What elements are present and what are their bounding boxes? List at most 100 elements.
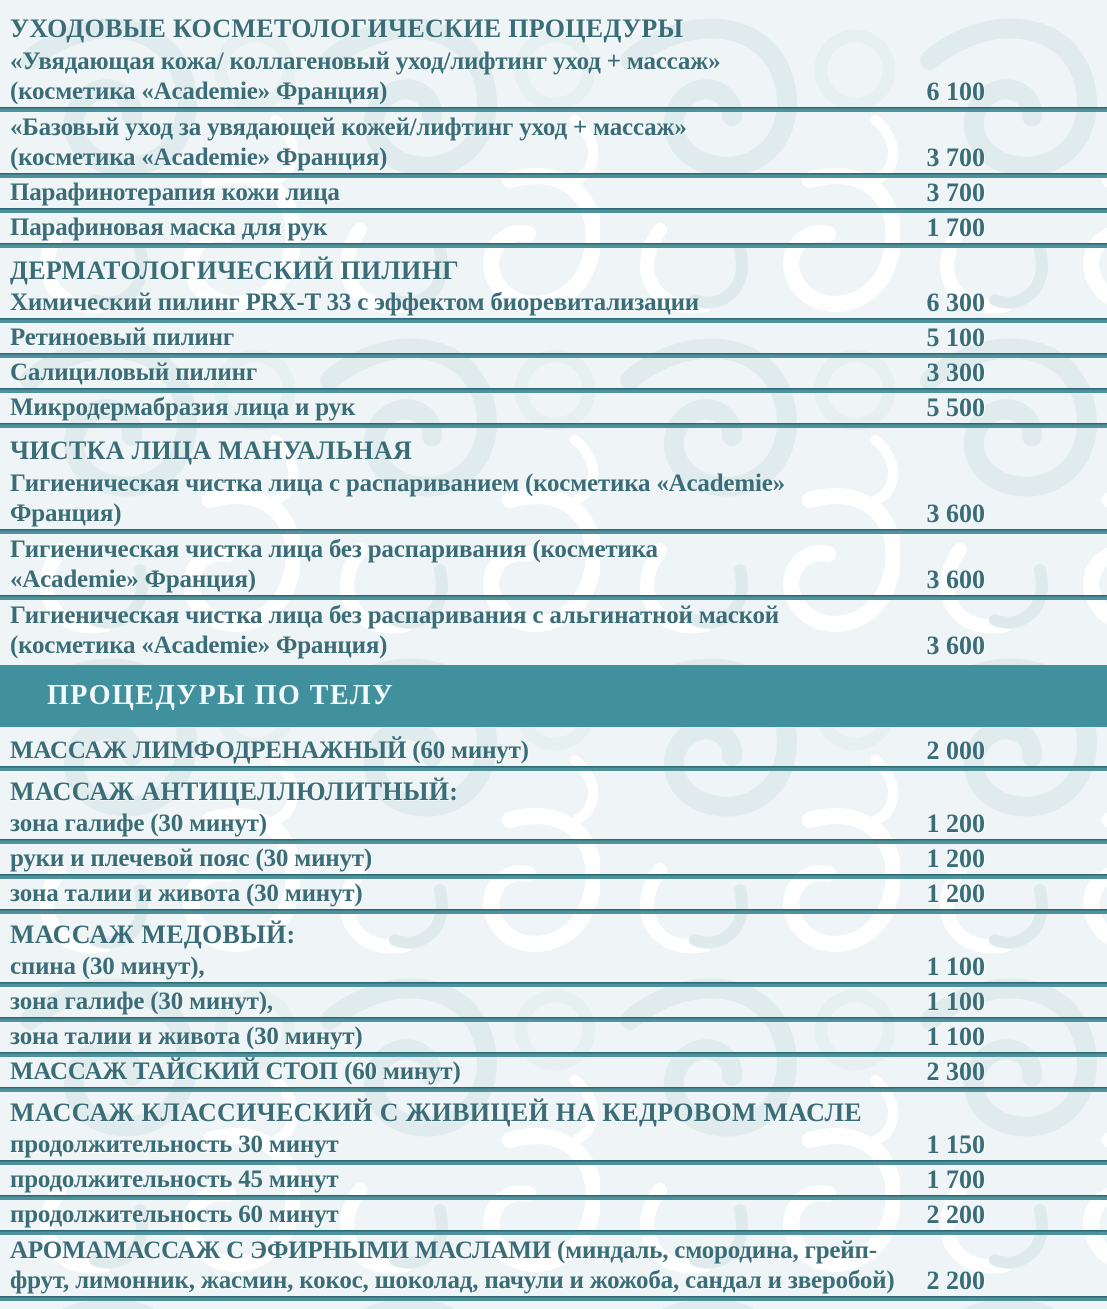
row-label-line: руки и плечевой пояс (30 минут) (10, 845, 372, 872)
row-label-line: Парафиновая маска для рук (10, 214, 328, 241)
row-label: продолжительность 30 минут (0, 1130, 863, 1160)
divider (0, 1052, 1107, 1057)
row-price: 1 700 (926, 1165, 986, 1194)
row-price: 3 700 (926, 143, 986, 172)
price-row: МАССАЖ ТАЙСКИЙ СТОП (60 минут) 2 300 (0, 1057, 1107, 1087)
divider (0, 909, 1107, 914)
row-price: 5 500 (926, 393, 986, 422)
price-row: Гигиеническая чистка лица с распаривание… (0, 468, 1107, 529)
row-label: МАССАЖ ТАЙСКИЙ СТОП (60 минут) (0, 1057, 863, 1087)
divider (0, 874, 1107, 879)
price-row: зона галифе (30 минут) 1 200 (0, 809, 1107, 839)
row-label-line: (косметика «Academie» Франция) (10, 144, 388, 171)
row-price: 1 100 (926, 987, 986, 1016)
row-price: 3 700 (926, 178, 986, 207)
row-label: зона талии и живота (30 минут) (0, 1022, 863, 1052)
row-price: 2 000 (926, 736, 986, 765)
row-price: 1 200 (926, 879, 986, 908)
price-row: «Увядающая кожа/ коллагеновый уход/лифти… (0, 46, 1107, 107)
row-label-line: продолжительность 60 минут (10, 1201, 339, 1228)
row-price: 6 100 (926, 77, 986, 106)
divider (0, 1017, 1107, 1022)
row-label: Гигиеническая чистка лица без распариван… (0, 534, 863, 595)
row-label-line: спина (30 минут), (10, 953, 205, 980)
price-row: Химический пилинг PRX-T 33 с эффектом би… (0, 288, 1107, 318)
row-label: зона галифе (30 минут) (0, 809, 863, 839)
row-price: 1 150 (926, 1130, 986, 1159)
price-row: спина (30 минут), 1 100 (0, 952, 1107, 982)
divider (0, 423, 1107, 428)
row-price: 3 600 (926, 565, 986, 594)
row-label: Салициловый пилинг (0, 358, 863, 388)
price-row: Ретиноевый пилинг 5 100 (0, 323, 1107, 353)
divider (0, 839, 1107, 844)
row-label: зона галифе (30 минут), (0, 987, 863, 1017)
row-label-line: МАССАЖ ТАЙСКИЙ СТОП (60 минут) (10, 1058, 461, 1085)
row-label-line: МАССАЖ ЛИМФОДРЕНАЖНЫЙ (60 минут) (10, 737, 529, 764)
row-label: Парафинотерапия кожи лица (0, 178, 863, 208)
row-price: 5 100 (926, 323, 986, 352)
row-label: Химический пилинг PRX-T 33 с эффектом би… (0, 288, 863, 318)
row-label-line: фрут, лимонник, жасмин, кокос, шоколад, … (10, 1267, 895, 1294)
price-row: продолжительность 60 минут 2 200 (0, 1200, 1107, 1230)
row-label-line: Микродермабразия лица и рук (10, 394, 356, 421)
divider (0, 1296, 1107, 1301)
row-price: 6 300 (926, 288, 986, 317)
row-label-line: Парафинотерапия кожи лица (10, 179, 340, 206)
row-price: 2 200 (926, 1266, 986, 1295)
row-label: зона талии и живота (30 минут) (0, 879, 863, 909)
banner-label: ПРОЦЕДУРЫ ПО ТЕЛУ (47, 680, 395, 711)
divider (0, 1160, 1107, 1165)
section-header: УХОДОВЫЕ КОСМЕТОЛОГИЧЕСКИЕ ПРОЦЕДУРЫ (10, 14, 684, 43)
divider (0, 595, 1107, 600)
divider (0, 388, 1107, 393)
row-label-line: «Academie» Франция) (10, 566, 256, 593)
price-row: «Базовый уход за увядающей кожей/лифтинг… (0, 112, 1107, 173)
section-header: ДЕРМАТОЛОГИЧЕСКИЙ ПИЛИНГ (10, 256, 459, 285)
price-row: зона талии и живота (30 минут) 1 200 (0, 879, 1107, 909)
price-row: АРОМАМАССАЖ С ЭФИРНЫМИ МАСЛАМИ (миндаль,… (0, 1235, 1107, 1296)
row-label-line: Франция) (10, 500, 122, 527)
price-row: Гигиеническая чистка лица без распариван… (0, 534, 1107, 595)
row-label: АРОМАМАССАЖ С ЭФИРНЫМИ МАСЛАМИ (миндаль,… (0, 1235, 895, 1296)
row-label: Микродермабразия лица и рук (0, 393, 863, 423)
row-label-line: Ретиноевый пилинг (10, 324, 234, 351)
row-label: руки и плечевой пояс (30 минут) (0, 844, 863, 874)
row-label-line: Гигиеническая чистка лица без распариван… (10, 536, 658, 563)
row-label: МАССАЖ ЛИМФОДРЕНАЖНЫЙ (60 минут) (0, 736, 863, 766)
row-label-line: продолжительность 45 минут (10, 1166, 339, 1193)
section-header: МАССАЖ АНТИЦЕЛЛЮЛИТНЫЙ: (10, 777, 459, 806)
price-row: продолжительность 30 минут 1 150 (0, 1130, 1107, 1160)
price-row: Микродермабразия лица и рук 5 500 (0, 393, 1107, 423)
row-price: 2 200 (926, 1200, 986, 1229)
price-row: руки и плечевой пояс (30 минут) 1 200 (0, 844, 1107, 874)
price-row: Парафинотерапия кожи лица 3 700 (0, 178, 1107, 208)
section-header: МАССАЖ МЕДОВЫЙ: (10, 920, 296, 949)
divider (0, 318, 1107, 323)
price-row: зона талии и живота (30 минут) 1 100 (0, 1022, 1107, 1052)
row-price: 3 600 (926, 631, 986, 660)
row-label: продолжительность 60 минут (0, 1200, 863, 1230)
row-label: «Базовый уход за увядающей кожей/лифтинг… (0, 112, 863, 173)
row-label-line: Гигиеническая чистка лица без распариван… (10, 602, 780, 629)
divider (0, 1087, 1107, 1092)
divider (0, 1195, 1107, 1200)
row-label: спина (30 минут), (0, 952, 863, 982)
price-row: Гигиеническая чистка лица без распариван… (0, 600, 1107, 661)
row-label-line: «Базовый уход за увядающей кожей/лифтинг… (10, 114, 687, 141)
row-label-line: зона галифе (30 минут) (10, 810, 267, 837)
divider (0, 529, 1107, 534)
divider (0, 353, 1107, 358)
row-price: 2 300 (926, 1057, 986, 1086)
price-row: МАССАЖ ЛИМФОДРЕНАЖНЫЙ (60 минут) 2 000 (0, 736, 1107, 766)
row-price: 1 700 (926, 213, 986, 242)
divider (0, 107, 1107, 112)
row-label: «Увядающая кожа/ коллагеновый уход/лифти… (0, 46, 863, 107)
row-label-line: АРОМАМАССАЖ С ЭФИРНЫМИ МАСЛАМИ (миндаль,… (10, 1237, 877, 1264)
row-label: Гигиеническая чистка лица с распаривание… (0, 468, 863, 529)
price-row: зона галифе (30 минут), 1 100 (0, 987, 1107, 1017)
row-price: 1 100 (926, 1022, 986, 1051)
row-price: 3 300 (926, 358, 986, 387)
row-label: продолжительность 45 минут (0, 1165, 863, 1195)
